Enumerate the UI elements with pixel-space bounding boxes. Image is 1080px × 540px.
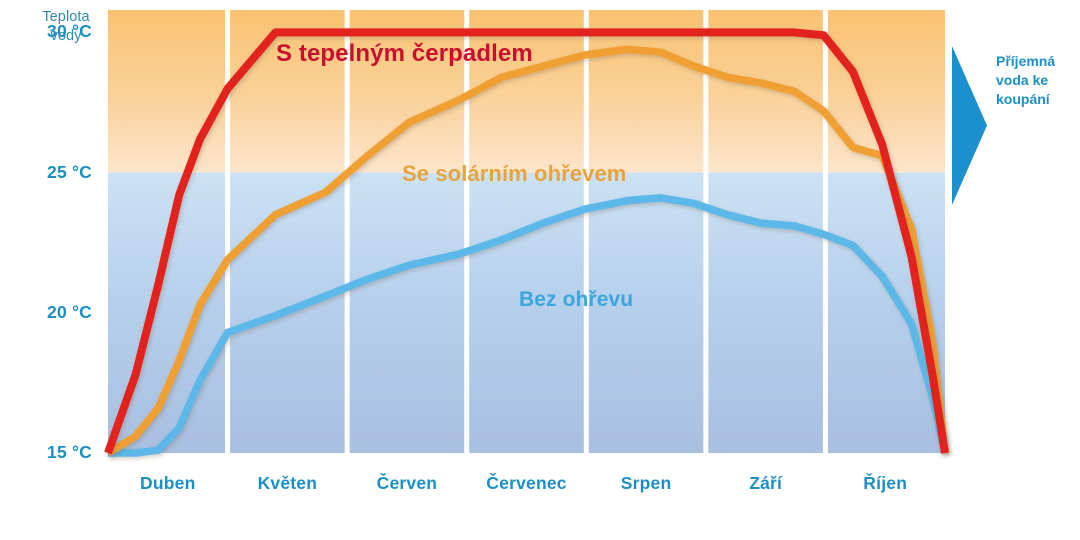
y-axis-tick-15: 15 °C [47,442,92,462]
month-gridline [583,10,589,453]
x-axis-tick-srpen: Srpen [620,473,672,493]
y-axis-tick-25: 25 °C [47,161,92,182]
annotation-arrow [952,46,987,205]
y-axis-tick-30: 30 °C [47,21,92,42]
series-line-no-heating [108,194,949,457]
comfort-annotation-line-1: Příjemná [996,53,1056,69]
band-cool [108,172,945,454]
x-axis-tick-říjen: Říjen [863,473,908,493]
x-axis-tick-květen: Květen [257,473,318,493]
series-line-heat-pump [104,28,949,455]
month-gridline [344,10,350,453]
month-gridline [703,10,709,453]
series-line-solar [106,45,949,457]
series-label-heat-pump: S tepelným čerpadlem [276,40,533,67]
series-layer [104,28,949,457]
right-arrow-icon [952,46,987,205]
x-axis-tick-červen: Červen [376,473,438,493]
y-axis-title: Teplota vody [30,8,102,46]
series-label-solar: Se solárním ohřevem [402,161,627,186]
y-axis-title-line-2: vody [50,28,82,44]
series-label-no-heating: Bez ohřevu [519,288,634,311]
comfort-annotation: Příjemná voda ke koupání [996,52,1080,109]
x-axis-tick-září: Září [749,473,783,493]
y-axis-tick-20: 20 °C [47,301,92,322]
month-gridline [225,10,231,453]
y-axis-title-line-1: Teplota [42,9,90,25]
x-axis-tick-duben: Duben [140,473,196,493]
x-axis-tick-červenec: Červenec [486,473,567,493]
comfort-annotation-line-3: koupání [996,91,1050,107]
month-gridline [464,10,470,453]
comfort-annotation-line-2: voda ke [996,72,1049,88]
